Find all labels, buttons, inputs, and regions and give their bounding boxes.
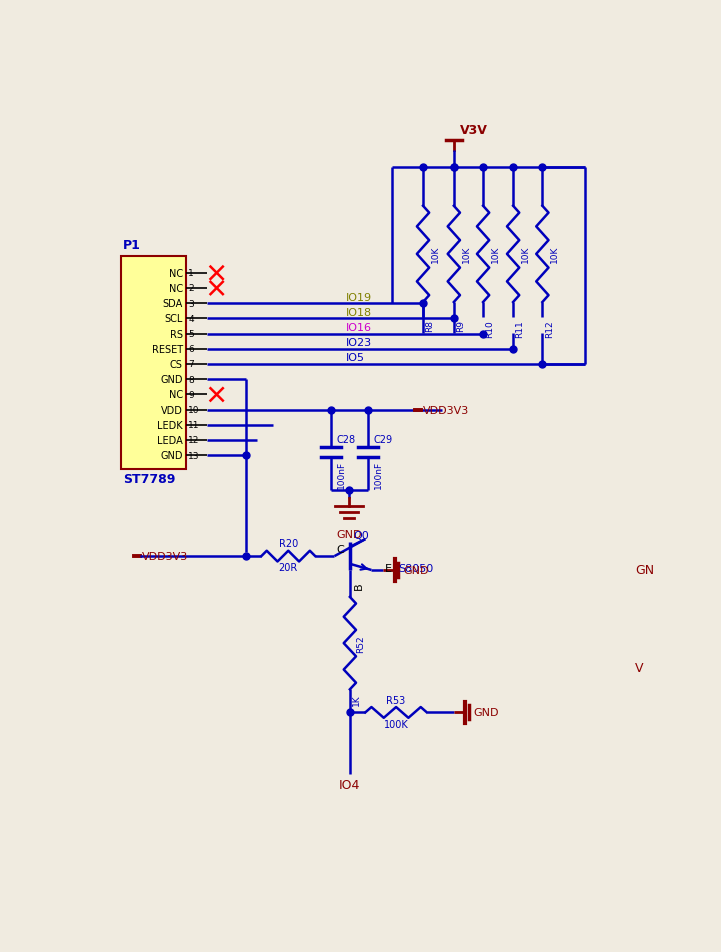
Text: RS: RS	[169, 329, 183, 339]
Bar	[121, 256, 186, 469]
Text: 9: 9	[188, 390, 194, 400]
Text: RESET: RESET	[151, 345, 183, 354]
Text: R10: R10	[485, 320, 495, 337]
Text: R53: R53	[386, 695, 406, 705]
Text: CS: CS	[170, 360, 183, 369]
Text: 4: 4	[188, 314, 194, 324]
Text: 3: 3	[188, 299, 194, 308]
Text: IO16: IO16	[346, 323, 372, 332]
Text: NC: NC	[169, 268, 183, 278]
Text: SCL: SCL	[164, 314, 183, 324]
Text: IO23: IO23	[346, 338, 372, 347]
Text: SDA: SDA	[162, 299, 183, 308]
Text: LEDA: LEDA	[157, 436, 183, 446]
Text: IO18: IO18	[346, 307, 372, 318]
Text: NC: NC	[169, 390, 183, 400]
Text: VDD3V3: VDD3V3	[142, 551, 188, 562]
Text: C29: C29	[373, 435, 393, 445]
Text: R9: R9	[456, 320, 465, 331]
Text: 13: 13	[188, 451, 200, 460]
Text: NC: NC	[169, 284, 183, 293]
Text: 6: 6	[188, 345, 194, 354]
Text: V: V	[634, 662, 643, 675]
Text: GND: GND	[474, 707, 500, 718]
Text: 12: 12	[188, 436, 200, 445]
Text: 10K: 10K	[550, 246, 559, 263]
Text: 1K: 1K	[352, 693, 361, 705]
Text: R20: R20	[278, 539, 298, 549]
Text: R8: R8	[425, 320, 434, 331]
Text: IO5: IO5	[346, 353, 365, 363]
Text: Q0: Q0	[354, 530, 369, 541]
Text: R11: R11	[516, 320, 524, 337]
Text: 5: 5	[188, 329, 194, 339]
Text: 7: 7	[188, 360, 194, 369]
Text: 10: 10	[188, 406, 200, 414]
Text: GND: GND	[160, 375, 183, 385]
Text: R12: R12	[544, 320, 554, 337]
Text: 8: 8	[188, 375, 194, 385]
Text: 11: 11	[188, 421, 200, 429]
Text: GN: GN	[634, 564, 654, 577]
Text: VDD: VDD	[161, 406, 183, 415]
Text: 10K: 10K	[491, 246, 500, 263]
Text: IO4: IO4	[339, 778, 360, 791]
Text: 100nF: 100nF	[373, 460, 383, 488]
Text: 100K: 100K	[384, 719, 409, 729]
Text: E: E	[385, 564, 392, 574]
Text: C28: C28	[337, 435, 356, 445]
Text: S8050: S8050	[399, 564, 433, 574]
Text: 2: 2	[188, 284, 194, 293]
Text: GND: GND	[403, 565, 428, 575]
Text: IO19: IO19	[346, 292, 372, 303]
Text: 20R: 20R	[278, 563, 298, 573]
Text: VDD3V3: VDD3V3	[423, 406, 469, 415]
Text: V3V: V3V	[460, 125, 488, 137]
Text: B: B	[354, 582, 363, 589]
Text: GND: GND	[160, 450, 183, 461]
Text: 1: 1	[188, 268, 194, 278]
Text: 10K: 10K	[461, 246, 471, 263]
Text: 100nF: 100nF	[337, 460, 346, 488]
Text: 10K: 10K	[430, 246, 440, 263]
Text: 10K: 10K	[521, 246, 530, 263]
Text: ST7789: ST7789	[123, 473, 175, 486]
Text: LEDK: LEDK	[157, 421, 183, 430]
Text: GND: GND	[337, 529, 362, 540]
Text: C: C	[336, 545, 344, 554]
Text: P1: P1	[123, 239, 141, 252]
Text: R52: R52	[356, 635, 365, 652]
